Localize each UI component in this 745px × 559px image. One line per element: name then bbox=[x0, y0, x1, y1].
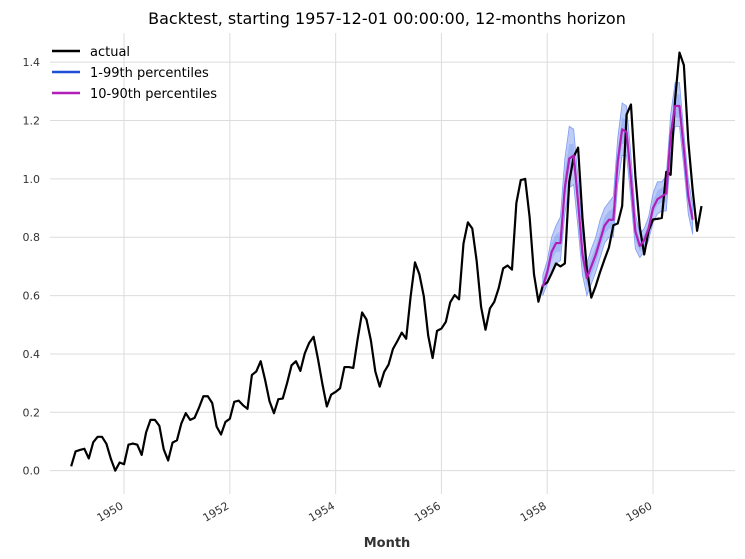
x-axis-ticks: 1950 1952 1954 1956 1958 1960 bbox=[95, 499, 655, 524]
y-tick-label: 0.2 bbox=[23, 406, 41, 419]
band-10-90-area bbox=[542, 94, 693, 290]
y-tick-label: 0.4 bbox=[23, 348, 41, 361]
actual-line bbox=[70, 51, 703, 472]
legend-label: 10-90th percentiles bbox=[90, 87, 217, 102]
y-tick-label: 0.8 bbox=[23, 231, 41, 244]
x-tick-label: 1960 bbox=[624, 499, 655, 524]
x-tick-label: 1958 bbox=[518, 499, 549, 524]
x-axis-label: Month bbox=[364, 536, 411, 551]
percentile-band-10-90 bbox=[542, 94, 693, 290]
y-tick-label: 1.0 bbox=[23, 173, 41, 186]
legend: actual 1-99th percentiles 10-90th percenti… bbox=[52, 45, 217, 102]
y-tick-label: 1.2 bbox=[23, 115, 41, 128]
legend-label: 1-99th percentiles bbox=[90, 66, 209, 81]
series-lines bbox=[70, 51, 703, 472]
y-tick-label: 1.4 bbox=[23, 56, 41, 69]
chart-title: Backtest, starting 1957-12-01 00:00:00, … bbox=[148, 9, 626, 28]
y-axis-ticks: 0.0 0.2 0.4 0.6 0.8 1.0 1.2 1.4 bbox=[23, 56, 41, 477]
legend-label: actual bbox=[90, 45, 130, 60]
y-tick-label: 0.0 bbox=[23, 465, 41, 478]
grid bbox=[50, 33, 735, 494]
x-tick-label: 1954 bbox=[306, 499, 337, 524]
x-tick-label: 1956 bbox=[412, 499, 443, 524]
x-tick-label: 1950 bbox=[95, 499, 126, 524]
forecast-median-line bbox=[541, 104, 694, 288]
y-tick-label: 0.6 bbox=[23, 290, 41, 303]
x-tick-label: 1952 bbox=[201, 499, 232, 524]
